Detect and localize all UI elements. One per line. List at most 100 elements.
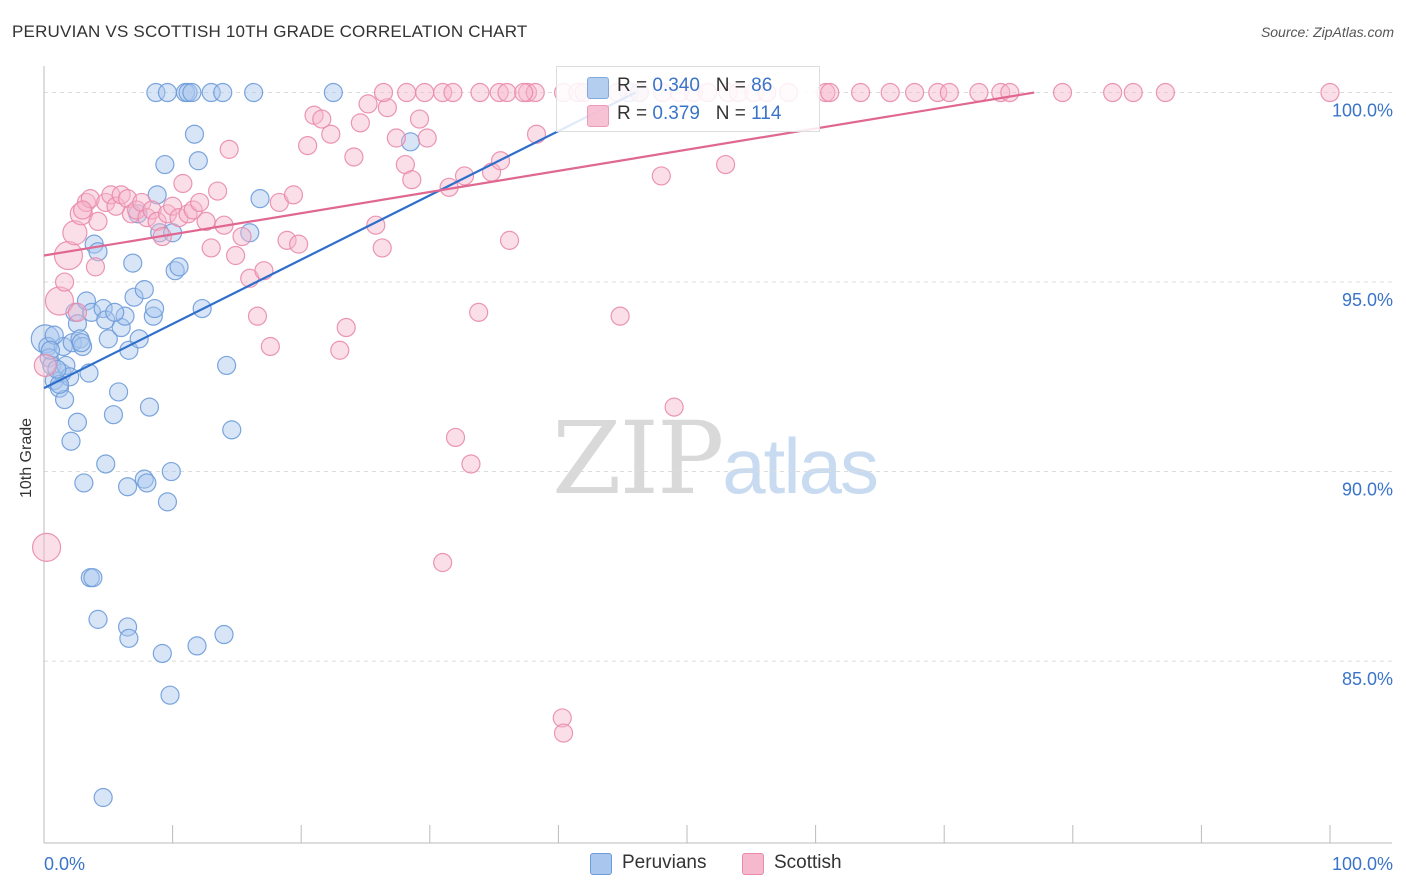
data-point-peruvians: [157, 492, 178, 512]
data-point-peruvians: [187, 636, 207, 656]
data-point-scottish: [254, 261, 274, 281]
data-point-scottish: [433, 552, 453, 573]
watermark-zip: ZIP: [552, 400, 724, 517]
data-point-peruvians: [184, 124, 205, 144]
data-point-scottish: [72, 200, 93, 220]
data-point-scottish: [190, 192, 210, 213]
data-point-scottish: [499, 230, 520, 250]
legend-text-scottish: R = 0.379 N = 114: [617, 103, 781, 125]
data-point-scottish: [208, 181, 228, 201]
data-point-scottish: [260, 336, 280, 357]
data-point-scottish: [1155, 82, 1175, 103]
data-point-scottish: [106, 196, 126, 216]
data-point-peruvians: [44, 325, 64, 345]
data-point-peruvians: [165, 261, 185, 281]
data-point-scottish: [1123, 82, 1143, 103]
data-point-scottish: [402, 170, 422, 190]
data-point-scottish: [1320, 82, 1340, 103]
data-point-peruvians: [123, 253, 143, 273]
data-point-peruvians: [188, 151, 208, 171]
data-point-scottish: [969, 82, 989, 103]
data-point-scottish: [386, 128, 406, 148]
data-point-scottish: [173, 173, 193, 194]
stats-legend: R = 0.340 N = 86 R = 0.379 N = 114: [556, 66, 820, 132]
data-point-scottish: [526, 124, 547, 144]
data-point-scottish: [53, 240, 84, 271]
data-point-peruvians: [152, 643, 172, 664]
data-point-peruvians: [115, 306, 135, 326]
data-point-scottish: [277, 230, 297, 250]
data-point-peruvians: [201, 82, 221, 103]
data-point-scottish: [880, 82, 900, 103]
data-point-scottish: [417, 128, 437, 148]
data-point-scottish: [283, 185, 304, 205]
data-point-scottish: [201, 238, 221, 258]
data-point-scottish: [610, 306, 630, 326]
y-tick-label: 85.0%: [1342, 669, 1393, 689]
data-point-scottish: [928, 82, 948, 103]
data-point-scottish: [415, 82, 435, 103]
data-point-scottish: [1052, 82, 1073, 103]
data-point-peruvians: [222, 420, 242, 440]
r-value: 0.379: [652, 103, 700, 124]
data-point-scottish: [497, 82, 517, 103]
data-point-peruvians: [144, 298, 165, 319]
data-point-peruvians: [146, 82, 166, 103]
data-point-peruvians: [108, 382, 129, 402]
data-point-scottish: [132, 192, 152, 213]
data-point-peruvians: [182, 82, 202, 103]
data-point-scottish: [820, 82, 840, 103]
data-point-scottish: [44, 286, 75, 316]
data-point-peruvians: [119, 628, 139, 648]
n-value: 114: [751, 103, 782, 124]
data-point-scottish: [147, 211, 167, 231]
data-point-scottish: [358, 94, 378, 114]
y-tick-label: 100.0%: [1332, 101, 1393, 121]
data-point-scottish: [344, 147, 364, 167]
data-point-peruvians: [157, 82, 178, 103]
watermark: ZIPatlas: [552, 400, 879, 517]
data-point-peruvians: [67, 412, 88, 432]
data-point-scottish: [553, 723, 574, 743]
data-point-peruvians: [61, 431, 81, 451]
data-point-scottish: [232, 226, 252, 247]
data-point-scottish: [336, 317, 356, 338]
legend-swatch-scottish: [587, 105, 609, 127]
data-point-peruvians: [161, 461, 181, 482]
data-point-peruvians: [147, 185, 167, 205]
data-point-peruvians: [103, 405, 124, 425]
data-point-peruvians: [217, 355, 237, 376]
trendline-scottish: [43, 91, 1035, 257]
data-point-peruvians: [124, 287, 144, 307]
data-point-scottish: [183, 200, 203, 220]
data-point-peruvians: [93, 298, 113, 319]
data-point-scottish: [312, 109, 332, 129]
legend-swatch-scottish: [742, 853, 764, 875]
data-point-scottish: [1000, 82, 1020, 103]
data-point-scottish: [142, 200, 162, 220]
r-label: R =: [617, 103, 653, 124]
trendline-peruvians: [43, 91, 637, 390]
data-point-scottish: [330, 340, 350, 360]
data-point-scottish: [62, 220, 88, 246]
legend-label-scottish: Scottish: [774, 852, 842, 873]
data-point-scottish: [31, 532, 62, 562]
x-tick-label: 100.0%: [1332, 854, 1393, 874]
data-point-scottish: [377, 98, 397, 118]
data-point-peruvians: [96, 454, 116, 474]
data-point-scottish: [433, 82, 453, 103]
data-point-scottish: [289, 234, 309, 254]
n-label: N =: [715, 103, 752, 124]
data-point-peruvians: [67, 314, 88, 334]
data-point-peruvians: [93, 787, 113, 808]
n-value: 86: [751, 75, 773, 96]
data-point-peruvians: [117, 477, 138, 497]
data-point-scottish: [470, 82, 490, 103]
data-point-scottish: [373, 82, 394, 103]
data-point-peruvians: [88, 609, 108, 629]
data-point-peruvians: [250, 189, 270, 209]
data-point-peruvians: [54, 389, 75, 410]
data-point-peruvians: [129, 329, 149, 349]
data-point-scottish: [54, 272, 75, 292]
